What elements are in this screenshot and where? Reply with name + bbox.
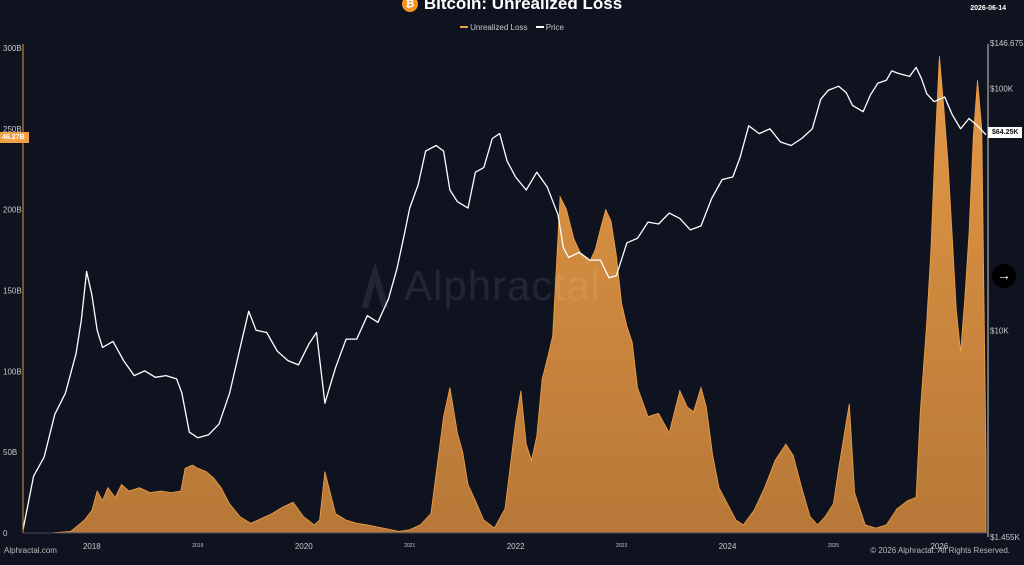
x-tick-label: 2020 [295, 542, 313, 551]
price-line [22, 66, 987, 530]
bitcoin-logo-icon: ₿ [401, 0, 418, 12]
y-left-tick-label: 50B [3, 448, 17, 457]
x-tick-label: 2023 [616, 543, 627, 549]
chart-date: 2026-06-14 [970, 5, 1006, 12]
chart-ticks: 0 50B 100B 150B 200B 250B 300B $1.455K $10K $100K… [3, 39, 1024, 551]
watermark-text: Alphractal [404, 262, 601, 309]
unrealized-loss-series [23, 56, 987, 534]
legend-label: Price [545, 23, 564, 32]
y-left-tick-label: 200B [3, 206, 22, 215]
price-series [22, 66, 987, 530]
chart-axes [22, 44, 989, 537]
y-right-tick-label: $10K [990, 326, 1009, 335]
y-right-tick-label: $1.455K [990, 533, 1020, 542]
x-tick-label: 2022 [507, 542, 525, 551]
footer-copyright: © 2026 Alphractal. All Rights Reserved. [870, 546, 1010, 555]
arrow-right-icon: → [997, 267, 1011, 283]
y-left-tick-label: 150B [3, 287, 22, 296]
chart-title: ₿ Bitcoin: Unrealized Loss [0, 0, 1024, 14]
y-left-tick-label: 250B [3, 125, 22, 134]
legend-item-price[interactable]: Price [535, 23, 564, 32]
y-left-tick-label: 0 [3, 529, 8, 538]
current-price-badge: $64.25K [988, 127, 1023, 138]
x-tick-label: 2021 [404, 543, 415, 549]
legend-swatch-icon [535, 26, 544, 28]
unrealized-loss-area [23, 56, 987, 534]
chart-title-text: Bitcoin: Unrealized Loss [423, 0, 623, 13]
legend-item-unrealized-loss[interactable]: Unrealized Loss [460, 23, 527, 32]
next-arrow-button[interactable]: → [992, 264, 1016, 288]
x-tick-label: 2024 [719, 542, 737, 551]
x-tick-label: 2019 [192, 543, 203, 549]
current-loss-badge: 46.27B [0, 132, 29, 143]
footer-source: Alphractal.com [4, 546, 57, 555]
legend-swatch-icon [460, 26, 469, 28]
watermark: Alphractal [352, 262, 601, 310]
y-left-tick-label: 100B [3, 367, 22, 376]
x-tick-label: 2026 [930, 542, 948, 551]
x-tick-label: 2018 [83, 542, 101, 551]
y-right-tick-label: $100K [990, 84, 1014, 93]
y-left-tick-label: 300B [3, 44, 22, 53]
y-right-tick-label: $146.675K [990, 39, 1024, 48]
chart-legend: Unrealized Loss Price [0, 23, 1024, 32]
alphractal-logo-icon [361, 262, 389, 308]
x-tick-label: 2025 [828, 543, 839, 549]
legend-label: Unrealized Loss [470, 23, 528, 32]
